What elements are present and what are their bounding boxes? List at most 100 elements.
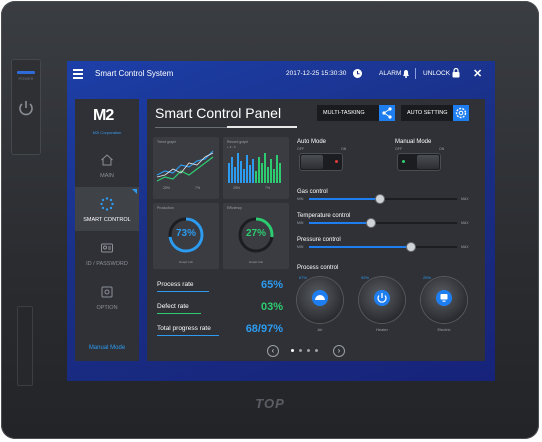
slider-max-label: MAX [461, 197, 469, 201]
auto-mode-title: Auto Mode [297, 139, 327, 145]
unlock-label[interactable]: UNLOCK [423, 70, 451, 77]
production-arc [168, 217, 204, 253]
trend-graph-card: Trend graph 25% 7% [153, 137, 219, 199]
sidebar-item-option[interactable]: OPTION [75, 275, 139, 319]
multitasking-button[interactable]: MULTI-TASKING [317, 105, 395, 121]
manual-off-label: OFF [395, 147, 402, 151]
gauge-icon [312, 290, 328, 306]
toggle-led [335, 160, 338, 163]
toggle-knob [301, 155, 323, 169]
record-bar [231, 157, 233, 183]
record-label-2: 7% [265, 186, 271, 190]
production-title: Production [157, 206, 174, 210]
record-bar [246, 155, 248, 183]
record-bar [255, 171, 257, 183]
app-title: Smart Control System [95, 69, 174, 78]
logo-mark: M2 [93, 107, 114, 124]
slider-handle[interactable] [367, 219, 376, 227]
record-label-1: 25% [233, 186, 241, 190]
prev-page-button[interactable]: ‹ [267, 345, 279, 357]
sidebar-item-smart-control[interactable]: SMART CONTROL [75, 187, 139, 231]
record-tag: + 9 - 5 [227, 145, 236, 149]
usb-slot [17, 306, 33, 386]
option-icon [101, 286, 113, 298]
bell-icon[interactable] [402, 69, 410, 78]
stat-underline [157, 313, 201, 314]
trend-label-1: 25% [163, 186, 171, 190]
record-bar [258, 157, 260, 183]
company-logo: M2 M2I Corporation [75, 99, 139, 139]
lock-icon[interactable] [452, 68, 460, 78]
record-bar [261, 163, 263, 183]
power-icon [374, 290, 390, 306]
record-bar [234, 167, 236, 183]
pressure-control-title: Pressure control [297, 237, 341, 243]
page-indicator: ‹ › [147, 345, 485, 357]
efficiency-ring [238, 217, 274, 253]
power-button-icon[interactable] [17, 99, 35, 117]
manual-mode-toggle[interactable] [397, 153, 441, 171]
record-bar [273, 169, 275, 183]
top-bar: Smart Control System 2017-12-25 15:30:30… [67, 61, 495, 87]
slider-fill [309, 222, 372, 224]
pressure-slider[interactable] [309, 243, 457, 251]
sidebar-item-main[interactable]: MAIN [75, 143, 139, 187]
sidebar-item-id-password[interactable]: ID / PASSWORD [75, 231, 139, 275]
record-graph-title: Record graph [227, 140, 249, 144]
sidebar-item-label: OPTION [96, 305, 118, 311]
record-bar [252, 159, 254, 183]
page-dot[interactable] [299, 349, 302, 352]
production-ring [168, 217, 204, 253]
slider-min-label: MIN [297, 197, 304, 201]
record-bar [249, 165, 251, 183]
monitor-icon [436, 290, 452, 306]
sidebar-item-label: SMART CONTROL [83, 217, 131, 223]
smart-control-panel: Smart Control Panel MULTI-TASKING AUTO S… [147, 99, 485, 361]
heater-knob[interactable]: 92% [359, 275, 405, 323]
stat-label: Total progress rate [157, 325, 211, 332]
temperature-slider[interactable] [309, 219, 457, 227]
close-icon[interactable]: ✕ [473, 68, 483, 80]
electric-knob[interactable]: 25% [421, 275, 467, 323]
id-card-icon [101, 243, 113, 253]
auto-off-label: OFF [297, 147, 304, 151]
slider-handle[interactable] [376, 195, 385, 203]
production-gauge-card: Production 73% Graph Info [153, 203, 219, 269]
multitasking-label: MULTI-TASKING [323, 110, 365, 116]
alarm-label[interactable]: ALARM [379, 70, 402, 77]
trend-chart [156, 150, 214, 182]
production-percent: 73% [175, 228, 196, 239]
gear-icon [453, 105, 469, 121]
mode-status: Manual Mode [88, 345, 126, 351]
gas-slider[interactable] [309, 195, 457, 203]
air-knob[interactable]: 67% [297, 275, 343, 323]
topbar-divider [415, 68, 416, 79]
temperature-control-title: Temperature control [297, 213, 351, 219]
clock-icon [353, 69, 362, 78]
menu-icon[interactable] [73, 69, 83, 79]
share-icon [379, 105, 395, 121]
next-page-button[interactable]: › [333, 345, 345, 357]
stat-value: 03% [260, 301, 283, 313]
record-bar [240, 161, 242, 183]
auto-mode-toggle[interactable] [299, 153, 343, 171]
auto-setting-button[interactable]: AUTO SETTING [401, 105, 469, 121]
active-marker [132, 189, 137, 194]
sidebar-item-label: ID / PASSWORD [86, 261, 128, 267]
page-dot[interactable] [307, 349, 310, 352]
trend-line-green [156, 156, 214, 182]
slider-handle[interactable] [407, 243, 416, 251]
record-bar [267, 167, 269, 183]
record-bar [279, 163, 281, 183]
page-dot[interactable] [315, 349, 318, 352]
record-bar [270, 159, 272, 183]
process-control-title: Process control [297, 265, 339, 271]
trend-line-white [156, 152, 214, 178]
trend-line-blue [156, 150, 214, 176]
auto-setting-label: AUTO SETTING [407, 110, 448, 116]
record-chart [228, 153, 281, 183]
stat-value: 68/97% [245, 323, 283, 335]
title-underline-highlight [227, 126, 297, 128]
page-dot[interactable] [291, 349, 294, 352]
production-subtitle: Graph Info [178, 260, 194, 264]
